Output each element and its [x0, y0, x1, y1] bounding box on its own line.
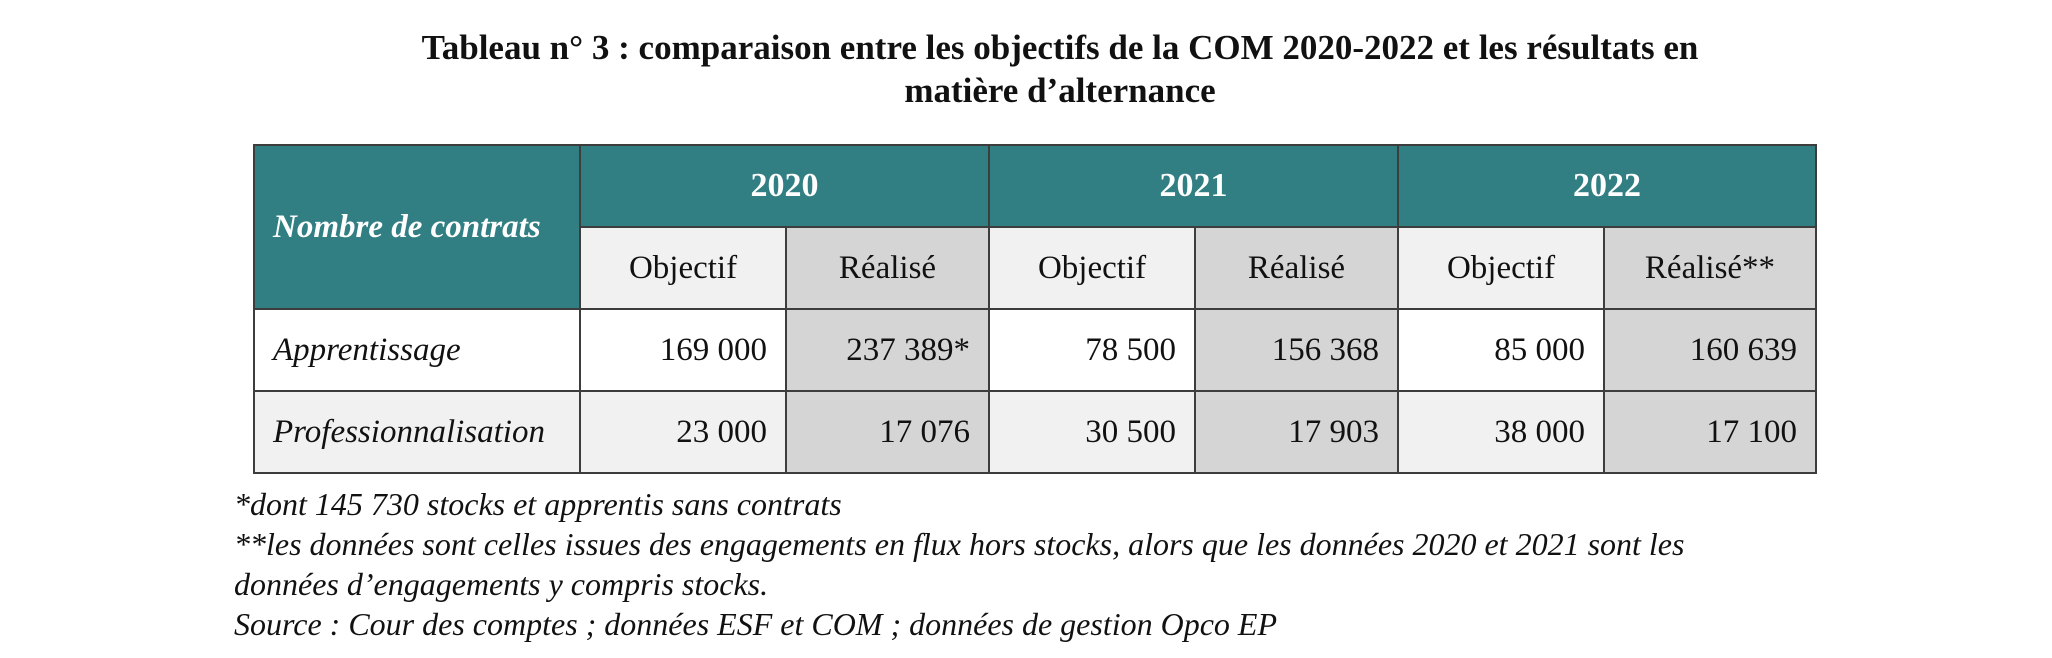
- cell-value: 237 389*: [785, 308, 990, 392]
- footnote-2-line2: données d’engagements y compris stocks.: [234, 566, 769, 602]
- subheader-objectif-2021: Objectif: [988, 226, 1196, 310]
- cell-value: 85 000: [1397, 308, 1605, 392]
- footnote-1: *dont 145 730 stocks et apprentis sans c…: [234, 486, 842, 522]
- year-header-2022: 2022: [1397, 144, 1817, 228]
- source-note: Source : Cour des comptes ; données ESF …: [234, 606, 1278, 642]
- cell-value: 169 000: [579, 308, 787, 392]
- cell-value: 17 076: [785, 390, 990, 474]
- cell-value: 78 500: [988, 308, 1196, 392]
- row-label-apprentissage: Apprentissage: [253, 308, 581, 392]
- subheader-objectif-2022: Objectif: [1397, 226, 1605, 310]
- year-header-row: Nombre de contrats 2020 2021 2022: [253, 144, 1817, 310]
- table-title-line2: matière d’alternance: [904, 71, 1216, 110]
- table-title: Tableau n° 3 : comparaison entre les obj…: [330, 26, 1790, 112]
- subheader-realise-2022: Réalisé**: [1603, 226, 1817, 310]
- alternance-comparison-table: Nombre de contrats 2020 2021 2022 Object…: [253, 144, 1817, 474]
- cell-value: 23 000: [579, 390, 787, 474]
- table-row: Professionnalisation 23 000 17 076 30 50…: [253, 390, 1817, 474]
- subheader-realise-2020: Réalisé: [785, 226, 990, 310]
- corner-header: Nombre de contrats: [253, 144, 581, 310]
- subheader-realise-2021: Réalisé: [1194, 226, 1399, 310]
- subheader-row: Objectif Réalisé Objectif Réalisé Object…: [254, 226, 1817, 310]
- cell-value: 38 000: [1397, 390, 1605, 474]
- cell-value: 156 368: [1194, 308, 1399, 392]
- cell-value: 160 639: [1603, 308, 1817, 392]
- table-title-line1: Tableau n° 3 : comparaison entre les obj…: [421, 28, 1699, 67]
- cell-value: 30 500: [988, 390, 1196, 474]
- cell-value: 17 903: [1194, 390, 1399, 474]
- row-label-professionnalisation: Professionnalisation: [253, 390, 581, 474]
- table-notes: *dont 145 730 stocks et apprentis sans c…: [234, 484, 1834, 644]
- cell-value: 17 100: [1603, 390, 1817, 474]
- year-header-2020: 2020: [579, 144, 990, 228]
- table-row: Apprentissage 169 000 237 389* 78 500 15…: [253, 308, 1817, 392]
- footnote-2-line1: **les données sont celles issues des eng…: [234, 526, 1685, 562]
- year-header-2021: 2021: [988, 144, 1399, 228]
- subheader-objectif-2020: Objectif: [579, 226, 787, 310]
